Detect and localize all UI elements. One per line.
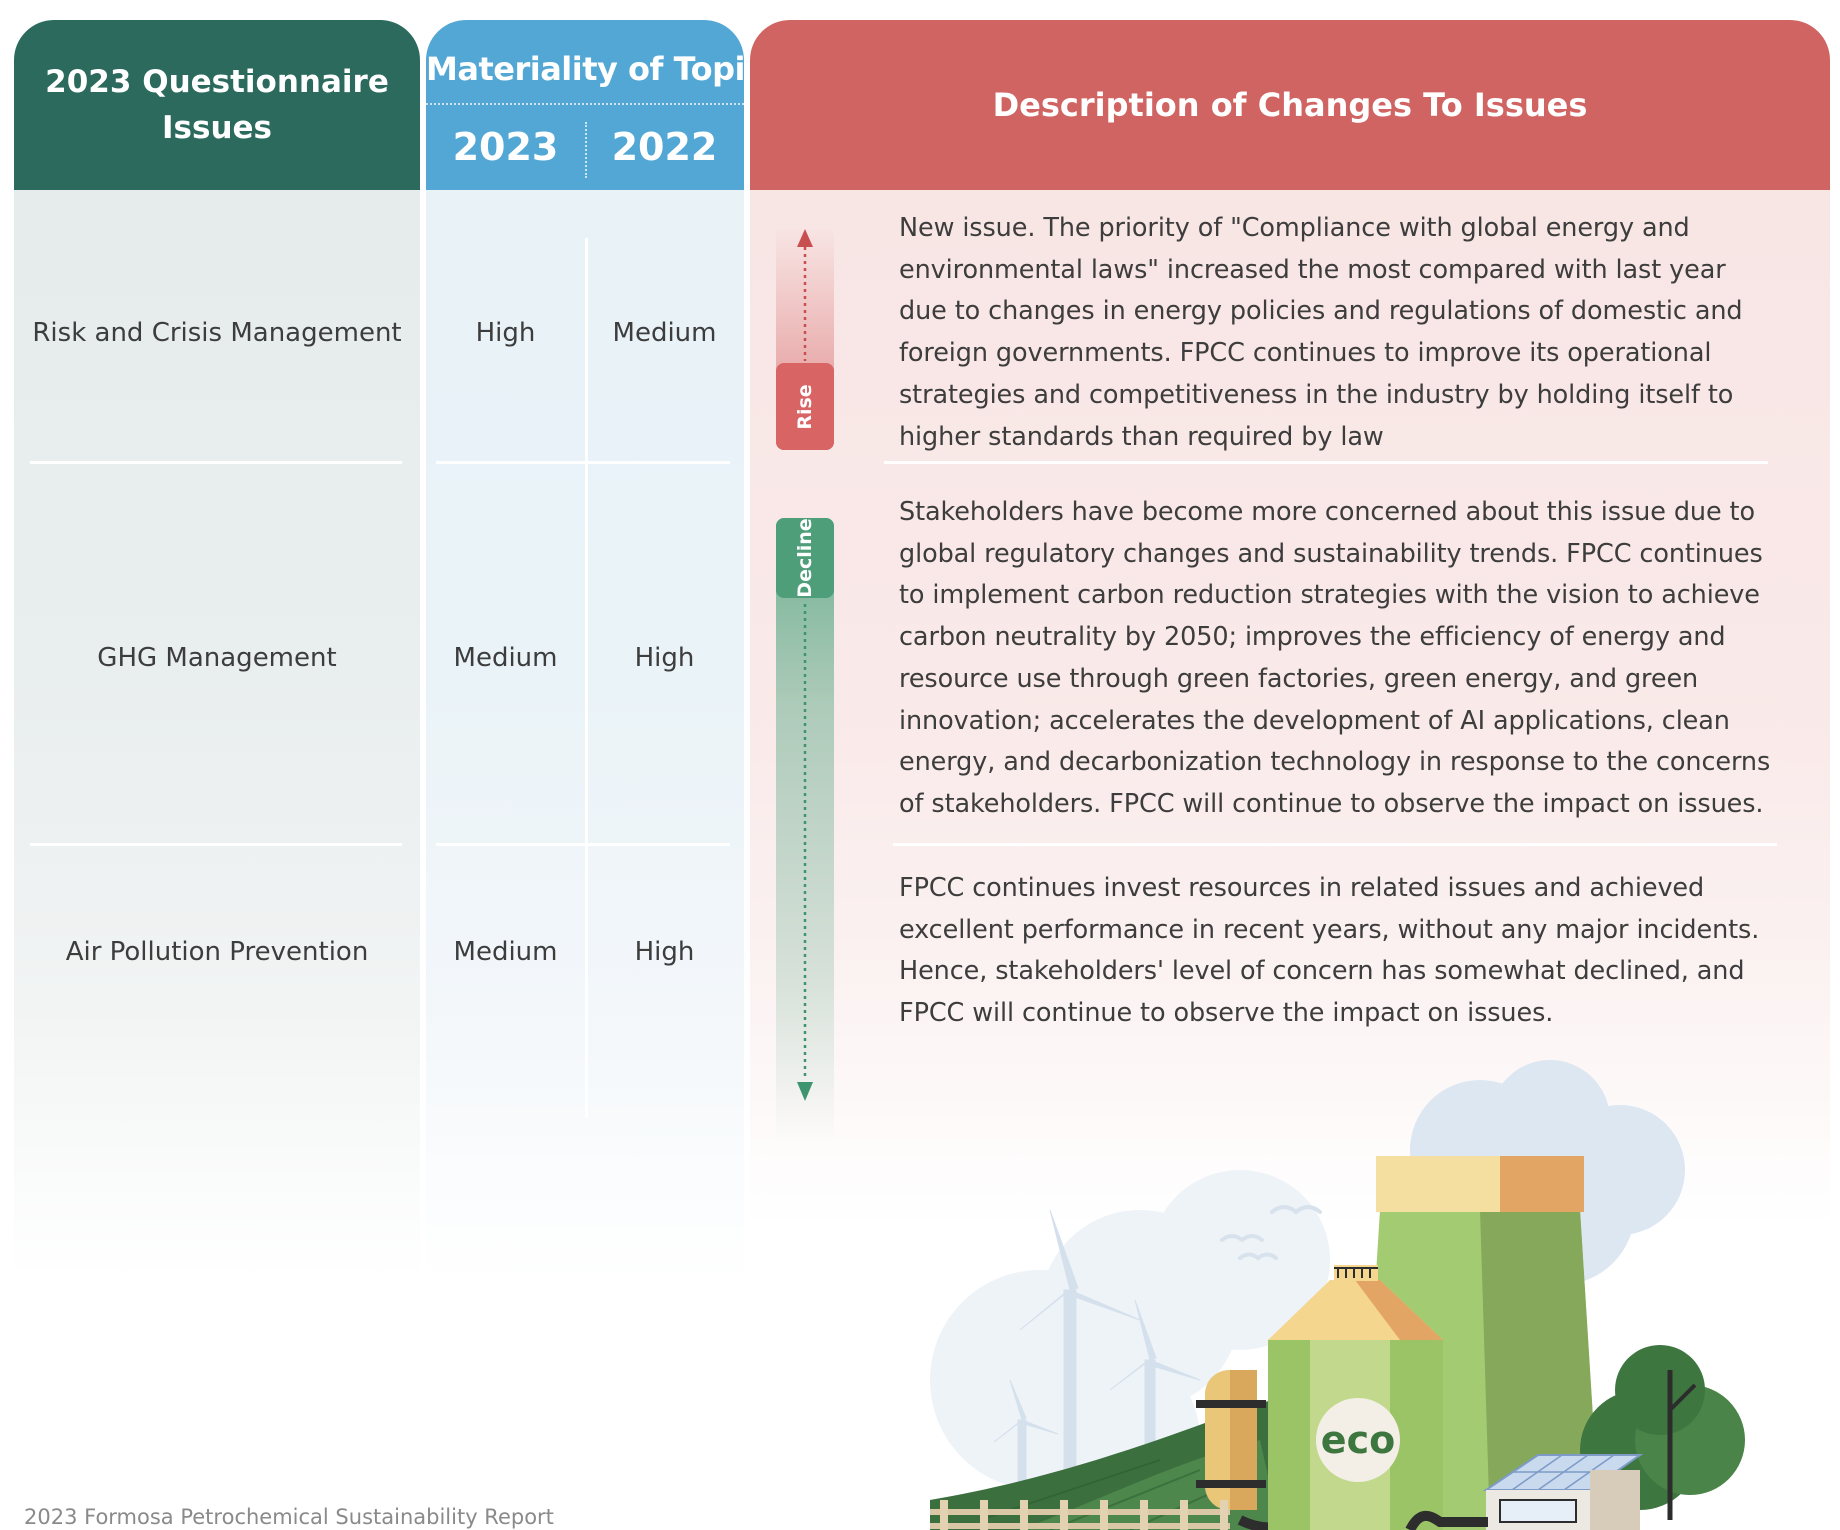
rise-badge: Rise xyxy=(776,363,834,450)
materiality-header-divider xyxy=(426,103,744,105)
issue-risk-and-crisis-management: Risk and Crisis Management xyxy=(32,318,402,348)
description-column-header: Description of Changes To Issues xyxy=(750,20,1830,190)
issue-ghg-management: GHG Management xyxy=(97,643,337,673)
change-description: FPCC continues invest resources in relat… xyxy=(899,873,1760,1029)
materiality-column-header: Materiality of Topic 2023 2022 xyxy=(426,20,764,190)
year-2023-header: 2023 xyxy=(452,125,559,169)
year-2022-header: 2022 xyxy=(611,125,718,169)
decline-badge: Decline xyxy=(776,518,834,598)
issue-air-pollution-prevention: Air Pollution Prevention xyxy=(65,937,369,967)
report-footer: 2023 Formosa Petrochemical Sustainabilit… xyxy=(24,1505,554,1529)
eco-factory-illustration: eco xyxy=(930,1060,1745,1530)
issues-column xyxy=(14,190,420,1280)
materiality-2023-value: Medium xyxy=(453,643,558,673)
row-divider xyxy=(30,843,402,846)
materiality-2022-value: High xyxy=(634,937,695,967)
year-column-divider xyxy=(585,238,588,1118)
description-column xyxy=(750,190,1830,1280)
materiality-title: Materiality of Topic xyxy=(426,50,764,88)
row-divider xyxy=(436,843,730,846)
issues-column-title: 2023 Questionnaire Issues xyxy=(45,64,389,146)
rise-arrow-icon xyxy=(797,229,813,361)
materiality-2022-value: Medium xyxy=(612,318,717,348)
decline-label: Decline xyxy=(794,518,816,598)
change-description: New issue. The priority of "Compliance w… xyxy=(899,213,1743,452)
row-divider xyxy=(884,461,1768,464)
row-divider xyxy=(893,843,1777,846)
description-column-title: Description of Changes To Issues xyxy=(992,86,1588,124)
rise-label: Rise xyxy=(794,384,816,430)
materiality-2023-value: Medium xyxy=(453,937,558,967)
materiality-2023-value: High xyxy=(475,318,536,348)
decline-arrow-icon xyxy=(797,604,813,1101)
materiality-2022-value: High xyxy=(634,643,695,673)
year-divider xyxy=(585,122,587,178)
eco-label: eco xyxy=(1321,1418,1395,1462)
change-description: Stakeholders have become more concerned … xyxy=(899,497,1771,819)
issues-column-header: 2023 Questionnaire Issues xyxy=(14,20,420,190)
row-divider xyxy=(436,461,730,464)
row-divider xyxy=(30,461,402,464)
